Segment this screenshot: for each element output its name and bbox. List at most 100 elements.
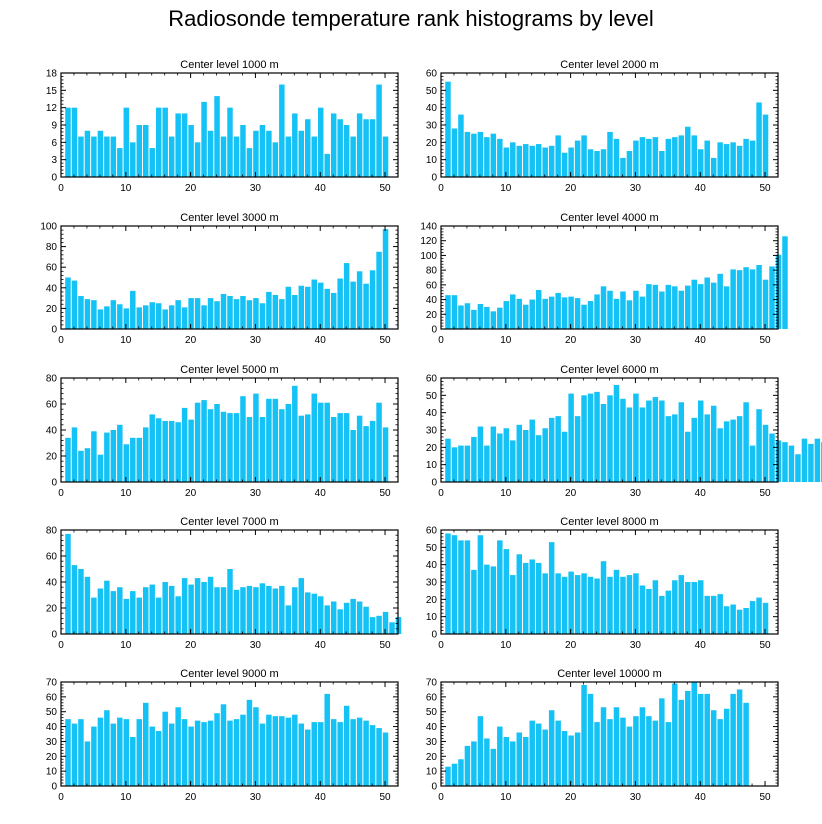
bar [266,398,272,482]
bar [168,136,175,177]
bar [555,292,561,329]
bar [510,575,516,634]
bar [458,114,464,177]
bar [162,711,168,786]
bar [749,269,756,329]
bar [214,587,220,634]
bar [561,576,568,634]
bar [188,584,194,634]
bar [795,454,801,482]
bar [188,419,194,482]
bar [756,102,762,177]
bar [240,125,246,177]
bar [510,440,516,482]
bar [723,286,730,329]
y-tick-label: 30 [426,578,438,589]
y-tick-label: 40 [426,560,438,571]
x-tick-label: 30 [630,335,642,346]
bar [376,251,382,329]
bar [782,442,788,482]
bar [266,130,272,177]
bar [814,438,821,482]
bar [110,300,117,329]
x-tick-label: 30 [630,488,642,499]
bar [535,562,542,634]
bar [736,416,743,482]
bar [497,726,503,786]
x-tick-label: 10 [120,792,132,803]
bar [130,437,136,482]
bar [685,431,691,482]
bar [697,693,704,786]
bar [769,266,775,329]
bar [730,142,736,177]
bar [356,415,363,482]
chart-panel-5: Center level 5000 m 0 20 40 60 80 0 10 20 30 40 50 [46,364,399,499]
y-tick-label: 60 [46,263,58,274]
bar [633,290,639,329]
bar [613,384,620,482]
bar [665,722,672,786]
bar [104,710,110,786]
bar [240,296,246,329]
bar [324,153,330,177]
bar [272,398,279,482]
x-tick-label: 40 [695,488,707,499]
bar [130,736,136,786]
bar [149,414,155,482]
y-tick-label: 10 [426,460,438,471]
bar [607,395,613,482]
bar [678,135,685,177]
bar [594,578,600,634]
y-tick-label: 60 [426,526,438,537]
bar [587,149,594,177]
bar [259,583,266,634]
bar [652,720,659,786]
bar [633,716,639,786]
bar [117,148,123,177]
bar [652,580,659,634]
bar [808,443,814,482]
y-tick-label: 18 [46,69,58,80]
bar [523,430,529,482]
x-tick-label: 40 [315,640,327,651]
bar [292,714,298,786]
bar [587,301,594,329]
bar [633,393,639,482]
bar [285,136,292,177]
x-tick-label: 10 [120,183,132,194]
bar [207,409,214,482]
x-tick-label: 10 [500,640,512,651]
x-tick-label: 30 [630,792,642,803]
bar [104,432,110,482]
y-tick-label: 40 [426,103,438,114]
bar [330,292,337,329]
bar [130,290,136,329]
bar [175,300,181,329]
bar [620,717,626,786]
bar [659,595,665,634]
bar [155,418,162,482]
y-tick-label: 50 [426,707,438,718]
bar [220,411,227,482]
bar [736,270,743,329]
bar [71,107,78,177]
bar [497,307,503,329]
bar [672,414,678,482]
bar [458,305,464,329]
bar [168,305,175,329]
bar [117,717,123,786]
bar [272,588,279,634]
bar [272,716,279,786]
bar [227,720,233,786]
chart-title: Center level 4000 m [560,212,658,224]
bar [317,107,324,177]
x-tick-label: 0 [58,183,64,194]
bar [337,278,343,329]
bar [756,597,762,634]
bar [65,107,71,177]
bar [477,426,484,482]
bar [220,704,227,786]
bar [143,305,149,329]
bar [311,136,317,177]
